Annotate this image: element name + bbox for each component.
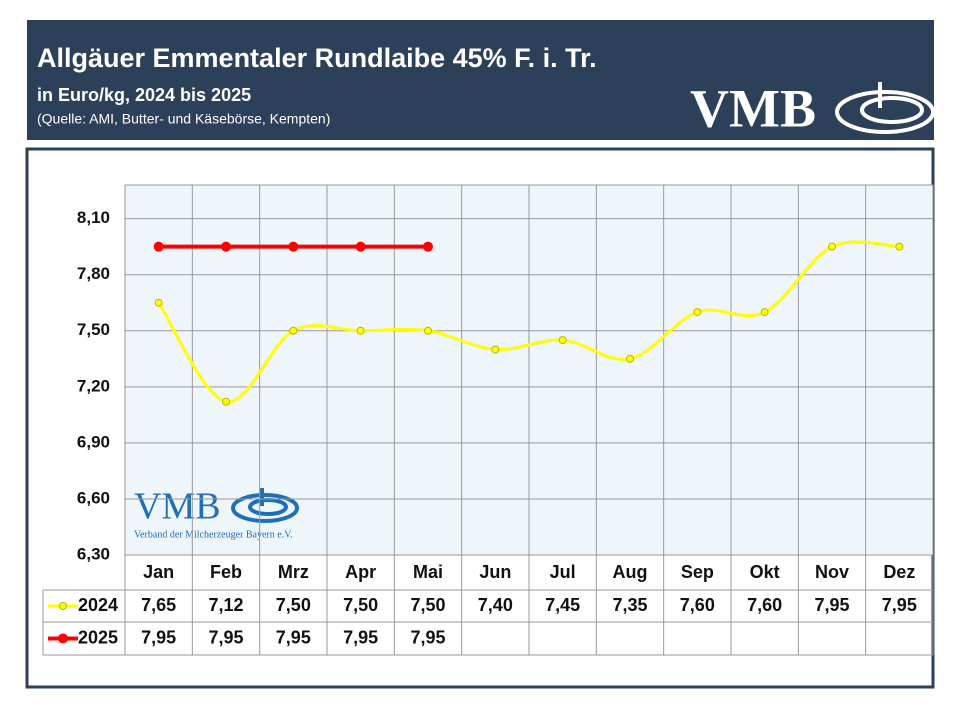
table-value: 7,40 xyxy=(478,595,513,615)
table-value: 7,95 xyxy=(814,595,849,615)
y-tick-label: 6,90 xyxy=(77,432,110,451)
x-tick-label: Mai xyxy=(413,562,443,582)
x-tick-label: Mrz xyxy=(278,562,309,582)
x-tick-label: Sep xyxy=(681,562,714,582)
y-tick-label: 6,30 xyxy=(77,544,110,563)
marker xyxy=(491,345,500,354)
marker xyxy=(626,354,634,363)
marker xyxy=(895,242,904,251)
marker xyxy=(289,326,298,335)
table-value: 7,12 xyxy=(208,595,243,615)
marker xyxy=(828,242,836,251)
source: (Quelle: AMI, Butter- und Käsebörse, Kem… xyxy=(37,111,330,127)
y-tick-label: 8,10 xyxy=(77,208,110,227)
legend-marker xyxy=(58,633,68,644)
y-tick-label: 7,20 xyxy=(77,376,110,395)
marker xyxy=(423,241,433,252)
watermark-caption: Verband der Milcherzeuger Bayern e.V. xyxy=(134,529,293,540)
x-tick-label: Dez xyxy=(883,562,915,582)
table-value: 7,95 xyxy=(410,627,445,647)
table-value: 7,60 xyxy=(680,595,715,615)
y-tick-label: 7,80 xyxy=(77,264,110,283)
table-value: 7,50 xyxy=(343,595,378,615)
table-value: 7,95 xyxy=(276,627,311,647)
y-tick-label: 6,60 xyxy=(77,488,110,507)
table-value: 7,95 xyxy=(882,595,917,615)
table-value: 7,95 xyxy=(141,627,176,647)
marker xyxy=(693,308,702,317)
marker xyxy=(221,241,231,252)
marker xyxy=(288,241,299,252)
logo: VMB xyxy=(690,78,816,138)
marker xyxy=(424,326,432,335)
x-tick-label: Nov xyxy=(815,562,849,582)
x-tick-label: Okt xyxy=(750,562,780,582)
marker xyxy=(154,298,163,307)
table-value: 7,35 xyxy=(612,595,647,615)
x-tick-label: Jun xyxy=(479,562,511,582)
table-value: 7,50 xyxy=(410,595,445,615)
x-tick-label: Feb xyxy=(210,562,242,582)
marker xyxy=(222,397,230,406)
table-value: 7,65 xyxy=(141,595,176,615)
y-tick-label: 7,50 xyxy=(77,320,110,339)
table-value: 7,95 xyxy=(208,627,243,647)
x-tick-label: Aug xyxy=(613,562,648,582)
title: Allgäuer Emmentaler Rundlaibe 45% F. i. … xyxy=(37,43,597,73)
marker xyxy=(355,241,366,252)
marker xyxy=(356,326,365,335)
series-line xyxy=(157,240,900,404)
header-band xyxy=(27,20,934,140)
marker xyxy=(558,336,567,345)
table-value: 7,95 xyxy=(343,627,378,647)
legend-label: 2025 xyxy=(78,627,118,647)
marker xyxy=(153,241,164,252)
logo-swirl xyxy=(835,82,935,134)
table-value: 7,50 xyxy=(276,595,311,615)
x-tick-label: Jul xyxy=(550,562,576,582)
marker xyxy=(760,308,769,317)
legend-label: 2024 xyxy=(78,595,118,615)
table-value: 7,45 xyxy=(545,595,580,615)
x-tick-label: Jan xyxy=(143,562,174,582)
watermark-swirl xyxy=(231,488,299,523)
subtitle: in Euro/kg, 2024 bis 2025 xyxy=(37,85,251,105)
watermark-logo: VMB xyxy=(134,486,221,528)
table-value: 7,60 xyxy=(747,595,782,615)
x-tick-label: Apr xyxy=(345,562,376,582)
legend-marker xyxy=(59,602,67,610)
